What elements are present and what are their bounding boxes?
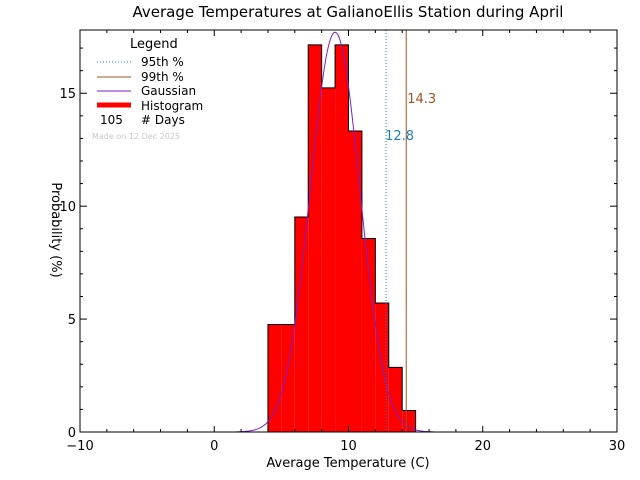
legend-histogram-label: Histogram [141, 99, 203, 113]
y-tick-label: 0 [68, 426, 76, 441]
x-axis-label: Average Temperature (C) [266, 456, 429, 471]
histogram-bar [402, 410, 416, 432]
x-tick-label: 20 [474, 439, 491, 454]
legend: Legend 95th % 99th % Gaussian Histogram … [92, 37, 203, 141]
histogram-bar [361, 238, 376, 432]
x-tick-label: −10 [66, 439, 93, 454]
legend-99th-label: 99th % [141, 70, 184, 84]
gaussian-curve [235, 31, 435, 433]
legend-95th-label: 95th % [141, 55, 184, 69]
histogram-bar [335, 44, 349, 433]
plot-area: 12.8 14.3 [235, 30, 436, 433]
legend-gaussian-label: Gaussian [141, 84, 196, 98]
histogram-bar [281, 324, 295, 432]
y-tick-label: 15 [59, 87, 76, 102]
histogram-bar [321, 87, 336, 432]
x-tick-label: 30 [609, 439, 626, 454]
y-axis-label: Probability (%) [48, 182, 63, 277]
x-tick-label: 10 [340, 439, 357, 454]
legend-title: Legend [130, 37, 178, 52]
percentile-label-99th: 14.3 [407, 92, 436, 107]
y-tick-label: 5 [68, 313, 76, 328]
x-tick-label: 0 [210, 439, 218, 454]
histogram-bar [388, 367, 403, 432]
histogram-outline [267, 44, 417, 432]
histogram-bar [267, 324, 282, 432]
chart-title: Average Temperatures at GalianoEllis Sta… [133, 3, 564, 21]
histogram-bar [348, 130, 362, 432]
histogram-bar [294, 216, 309, 432]
histogram-bar [308, 44, 322, 433]
legend-days-count: 105 [100, 113, 123, 127]
made-on-note: Made on 12 Dec 2025 [92, 132, 180, 141]
legend-days-label: # Days [141, 113, 185, 127]
percentile-label-95th: 12.8 [385, 129, 414, 144]
y-tick-label: 10 [59, 200, 76, 215]
